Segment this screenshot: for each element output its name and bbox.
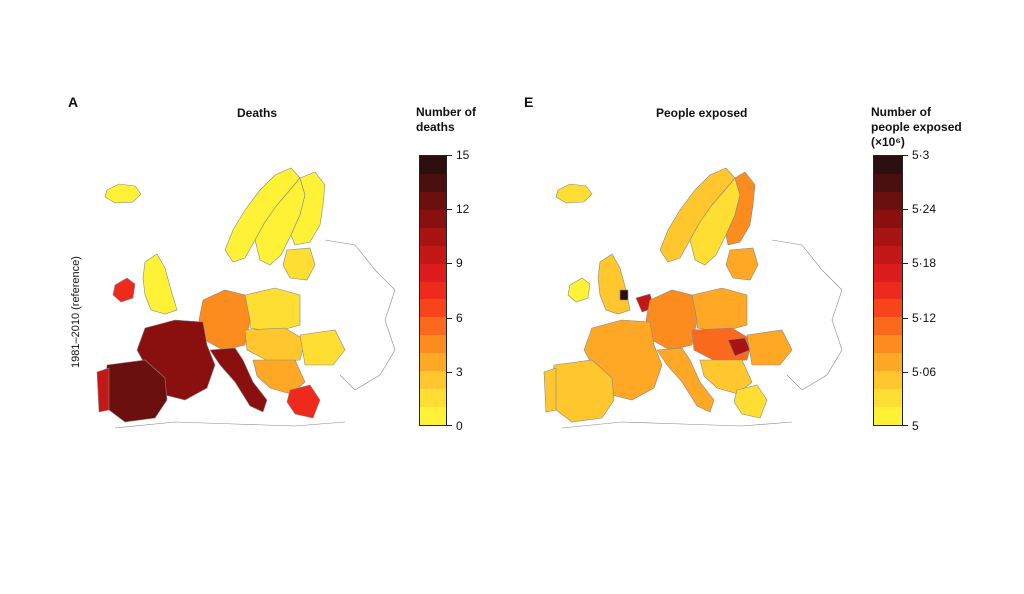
romania-region: [299, 329, 346, 366]
panel-e-colorbar-segment: [874, 371, 902, 390]
panel-e-colorbar-segment: [874, 227, 902, 247]
panel-e-colorbar-segment: [874, 335, 902, 354]
panel-e-tick-mark: [903, 425, 908, 426]
panel-a-colorbar-segment: [420, 353, 446, 372]
panel-a-tick-label: 3: [456, 364, 463, 379]
portugal-region: [543, 367, 557, 413]
panel-e-title: People exposed: [656, 106, 748, 120]
panel-e-legend-title: Number of people exposed (×10⁶): [871, 105, 962, 150]
panel-a-tick-label: 9: [456, 256, 463, 271]
panel-a-colorbar: [419, 155, 447, 426]
panel-a-tick-mark: [447, 263, 452, 265]
panel-a-colorbar-segment: [420, 173, 446, 193]
panel-a-legend-title-line2: deaths: [416, 120, 455, 134]
portugal-region: [96, 367, 110, 413]
panel-e-tick-mark: [903, 209, 908, 211]
panel-a-colorbar-segment: [420, 209, 446, 229]
panel-e-legend-title-line2: people exposed: [871, 120, 962, 134]
panel-a-colorbar-segment: [420, 317, 446, 336]
italy-region: [209, 347, 268, 413]
panel-a-tick-label: 15: [456, 148, 470, 162]
finland-region: [290, 171, 326, 246]
germany-region: [198, 289, 251, 351]
panel-e-colorbar-segment: [874, 281, 902, 300]
iceland-region: [104, 183, 142, 204]
uk-region: [597, 253, 631, 315]
panel-a-colorbar-segment: [420, 389, 446, 408]
panel-a-colorbar-segment: [420, 263, 446, 283]
panel-e-tick-label: 5·06: [912, 364, 937, 379]
panel-e-tick-mark: [903, 317, 908, 319]
panel-e-colorbar-segment: [874, 407, 902, 426]
panel-a-title: Deaths: [237, 106, 278, 120]
ireland-region: [567, 277, 591, 303]
germany-region: [645, 289, 698, 351]
row-label: 1981–2010 (reference): [70, 256, 82, 368]
north-africa-outline: [561, 421, 793, 429]
panel-e-europe-map: [543, 167, 843, 429]
poland-region: [691, 287, 748, 333]
panel-a-tick-mark: [447, 209, 452, 211]
panel-e-tick-label: 5·3: [912, 148, 930, 162]
panel-a-europe-map: [96, 167, 396, 429]
greece-region: [733, 384, 768, 419]
panel-a-colorbar-segment: [420, 407, 446, 426]
eastern-europe-outline: [771, 239, 843, 391]
eastern-europe-outline: [324, 239, 396, 391]
panel-e-colorbar: [873, 155, 903, 426]
panel-a-colorbar-segment: [420, 156, 446, 175]
panel-a-tick-mark: [447, 425, 452, 426]
london-region: [619, 289, 629, 301]
panel-e-tick-mark: [903, 371, 908, 373]
panel-e-colorbar-segment: [874, 353, 902, 372]
panel-e-colorbar-segment: [874, 389, 902, 408]
panel-e-tick-label: 5·12: [912, 310, 937, 325]
panel-e-legend-title-line1: Number of: [871, 105, 931, 119]
panel-a-colorbar-segment: [420, 227, 446, 247]
panel-e-colorbar-segment: [874, 209, 902, 229]
uk-region: [142, 253, 178, 315]
panel-a-legend-title: Number of deaths: [416, 105, 476, 135]
panel-e-tick-label: 5: [912, 419, 919, 433]
panel-e-colorbar-segment: [874, 299, 902, 318]
panel-e-colorbar-segment: [874, 156, 902, 175]
panel-a-tick-mark: [447, 155, 452, 156]
poland-region: [244, 287, 301, 333]
north-africa-outline: [114, 421, 346, 429]
finland-region: [725, 171, 756, 246]
panel-e-colorbar-segment: [874, 245, 902, 265]
panel-a-colorbar-segment: [420, 371, 446, 390]
panel-a-colorbar-segment: [420, 245, 446, 265]
panel-a-tick-label: 0: [456, 419, 463, 433]
panel-a-tick-label: 6: [456, 310, 463, 325]
central-europe-region: [244, 327, 306, 363]
panel-a-letter: A: [68, 94, 79, 110]
panel-e-tick-mark: [903, 155, 908, 156]
italy-region: [656, 347, 715, 413]
panel-e-colorbar-segment: [874, 191, 902, 211]
panel-a-colorbar-segment: [420, 191, 446, 211]
panel-e-colorbar-segment: [874, 173, 902, 193]
greece-region: [286, 384, 321, 419]
panel-a-colorbar-segment: [420, 281, 446, 300]
panel-e-colorbar-segment: [874, 263, 902, 283]
ireland-region: [112, 277, 136, 303]
panel-a-tick-mark: [447, 371, 452, 373]
baltics-region: [282, 247, 316, 281]
panel-a-tick-mark: [447, 317, 452, 319]
baltics-region: [725, 247, 759, 281]
romania-region: [746, 329, 793, 366]
panel-e-tick-mark: [903, 263, 908, 265]
panel-e-letter: E: [524, 94, 534, 110]
panel-a-legend-title-line1: Number of: [416, 105, 476, 119]
panel-e-tick-label: 5·18: [912, 256, 937, 271]
panel-a-colorbar-segment: [420, 299, 446, 318]
panel-a-colorbar-segment: [420, 335, 446, 354]
panel-e-colorbar-segment: [874, 317, 902, 336]
panel-a-tick-label: 12: [456, 202, 470, 217]
iceland-region: [555, 183, 593, 204]
panel-e-tick-label: 5·24: [912, 202, 937, 217]
panel-e-legend-title-line3: (×10⁶): [871, 135, 905, 149]
